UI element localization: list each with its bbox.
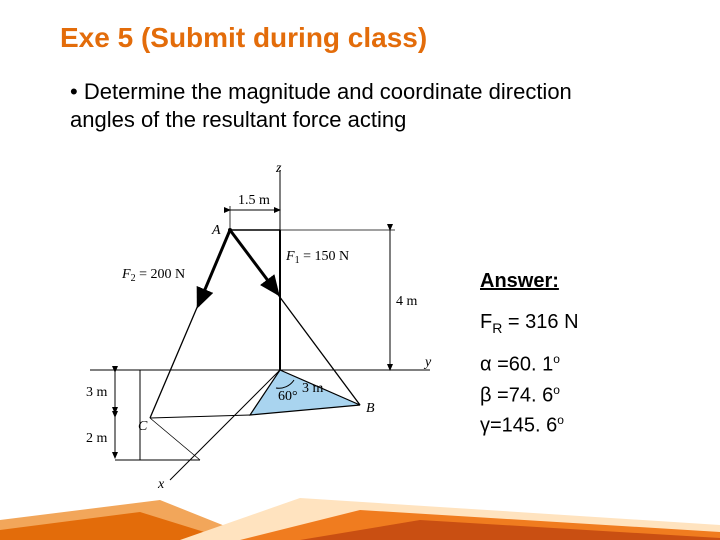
answer-beta: β =74. 6o (480, 383, 680, 408)
angle-60: 60° (278, 389, 298, 404)
axis-x-label: x (157, 477, 165, 490)
pt-A: A (211, 223, 221, 238)
bullet-text: Determine the magnitude and coordinate d… (70, 78, 630, 133)
force-f1-label: F1 = 150 N (285, 249, 349, 266)
axis-z-label: z (275, 161, 282, 176)
dim-1-5m: 1.5 m (238, 193, 270, 208)
dim-4m: 4 m (396, 294, 418, 309)
pt-B: B (366, 401, 375, 416)
pt-C: C (138, 419, 148, 434)
force-diagram: y z x 60° B C 3 m (80, 160, 440, 490)
answer-alpha: α =60. 1o (480, 352, 680, 377)
dim-2m: 2 m (86, 431, 108, 446)
answer-fr: FR = 316 N (480, 311, 680, 336)
answer-heading: Answer: (480, 270, 680, 293)
axis-y-label: y (423, 355, 432, 370)
answer-block: Answer: FR = 316 N α =60. 1o β =74. 6o γ… (480, 270, 680, 444)
footer-decoration (0, 490, 720, 540)
slide: Exe 5 (Submit during class) Determine th… (0, 0, 720, 540)
answer-gamma: γ=145. 6o (480, 413, 680, 438)
force-f2-label: F2 = 200 N (121, 267, 185, 284)
dim-3m-b: 3 m (302, 381, 324, 396)
slide-title: Exe 5 (Submit during class) (60, 22, 427, 54)
dim-3m-a: 3 m (86, 385, 108, 400)
